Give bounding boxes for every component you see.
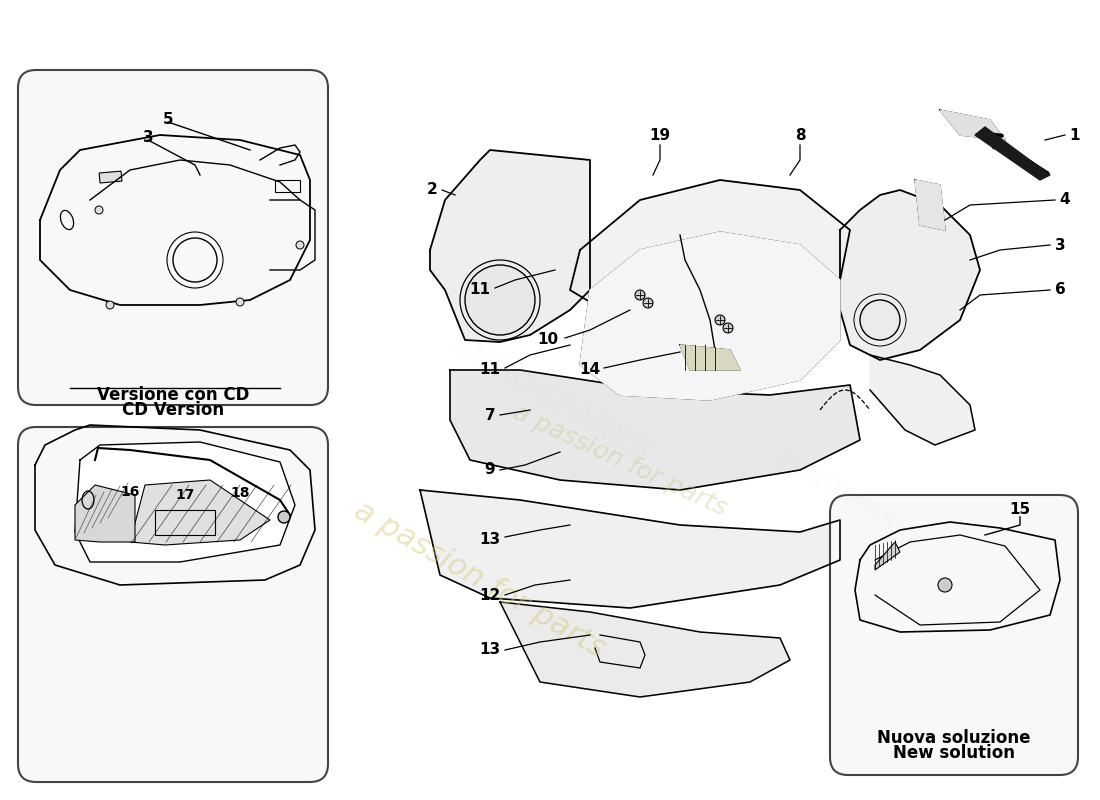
Circle shape [236, 298, 244, 306]
Polygon shape [874, 542, 900, 570]
FancyBboxPatch shape [18, 427, 328, 782]
Text: 13: 13 [480, 533, 501, 547]
Polygon shape [450, 370, 860, 490]
Text: 6: 6 [1055, 282, 1066, 298]
Circle shape [106, 301, 114, 309]
Text: 14: 14 [580, 362, 601, 378]
Bar [155, 510, 214, 535]
Text: a passion for parts: a passion for parts [509, 400, 730, 520]
Text: 11: 11 [470, 282, 491, 298]
Circle shape [635, 290, 645, 300]
Text: 7: 7 [485, 407, 495, 422]
Text: 8: 8 [794, 127, 805, 142]
Text: 13: 13 [480, 642, 501, 658]
Polygon shape [840, 190, 980, 360]
Polygon shape [680, 345, 740, 370]
Text: 16: 16 [120, 485, 140, 499]
Text: 4: 4 [1059, 193, 1070, 207]
Polygon shape [40, 135, 310, 305]
Text: Nuova soluzione: Nuova soluzione [878, 729, 1031, 747]
Circle shape [723, 323, 733, 333]
Text: 5: 5 [163, 113, 174, 127]
Text: EUROSPARES: EUROSPARES [773, 450, 926, 550]
Text: 11: 11 [480, 362, 501, 378]
Text: 1: 1 [1069, 127, 1080, 142]
FancyBboxPatch shape [830, 495, 1078, 775]
Text: 12: 12 [480, 587, 501, 602]
Text: New solution: New solution [893, 744, 1015, 762]
Text: a passion for parts: a passion for parts [350, 496, 610, 664]
Polygon shape [940, 110, 1005, 140]
Text: 9: 9 [485, 462, 495, 478]
Text: EUROSPARES: EUROSPARES [444, 331, 656, 469]
Polygon shape [870, 355, 975, 445]
Circle shape [938, 578, 952, 592]
Circle shape [95, 206, 103, 214]
Text: 19: 19 [649, 127, 671, 142]
Circle shape [644, 298, 653, 308]
Polygon shape [915, 180, 945, 230]
Text: 15: 15 [1010, 502, 1031, 518]
Polygon shape [580, 232, 840, 400]
Text: 3: 3 [1055, 238, 1065, 253]
Polygon shape [975, 127, 1050, 180]
Text: 18: 18 [230, 486, 250, 500]
Text: 17: 17 [175, 488, 195, 502]
Polygon shape [855, 522, 1060, 632]
Bar [275, 180, 300, 192]
Bar [99, 171, 122, 183]
Polygon shape [500, 602, 790, 697]
Polygon shape [430, 150, 590, 342]
Circle shape [465, 265, 535, 335]
Polygon shape [35, 425, 315, 585]
Text: 10: 10 [538, 333, 559, 347]
Polygon shape [75, 485, 135, 542]
Circle shape [860, 300, 900, 340]
FancyBboxPatch shape [18, 70, 328, 405]
Text: 3: 3 [143, 130, 153, 146]
Text: CD Version: CD Version [122, 401, 224, 419]
Polygon shape [420, 490, 840, 608]
Circle shape [715, 315, 725, 325]
Polygon shape [570, 180, 850, 320]
Polygon shape [75, 442, 295, 562]
Text: 2: 2 [427, 182, 438, 198]
Circle shape [296, 241, 304, 249]
Polygon shape [130, 480, 270, 545]
Circle shape [278, 511, 290, 523]
Text: Versione con CD: Versione con CD [97, 386, 250, 404]
